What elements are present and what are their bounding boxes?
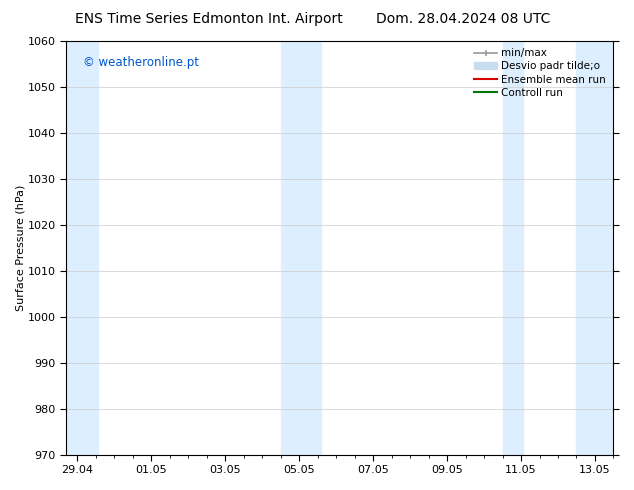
Bar — [67, 41, 98, 455]
Bar — [576, 41, 614, 455]
Text: Dom. 28.04.2024 08 UTC: Dom. 28.04.2024 08 UTC — [375, 12, 550, 26]
Bar — [281, 41, 321, 455]
Bar — [503, 41, 523, 455]
Y-axis label: Surface Pressure (hPa): Surface Pressure (hPa) — [15, 185, 25, 311]
Text: ENS Time Series Edmonton Int. Airport: ENS Time Series Edmonton Int. Airport — [75, 12, 343, 26]
Text: © weatheronline.pt: © weatheronline.pt — [82, 55, 198, 69]
Legend: min/max, Desvio padr tilde;o, Ensemble mean run, Controll run: min/max, Desvio padr tilde;o, Ensemble m… — [472, 46, 608, 100]
